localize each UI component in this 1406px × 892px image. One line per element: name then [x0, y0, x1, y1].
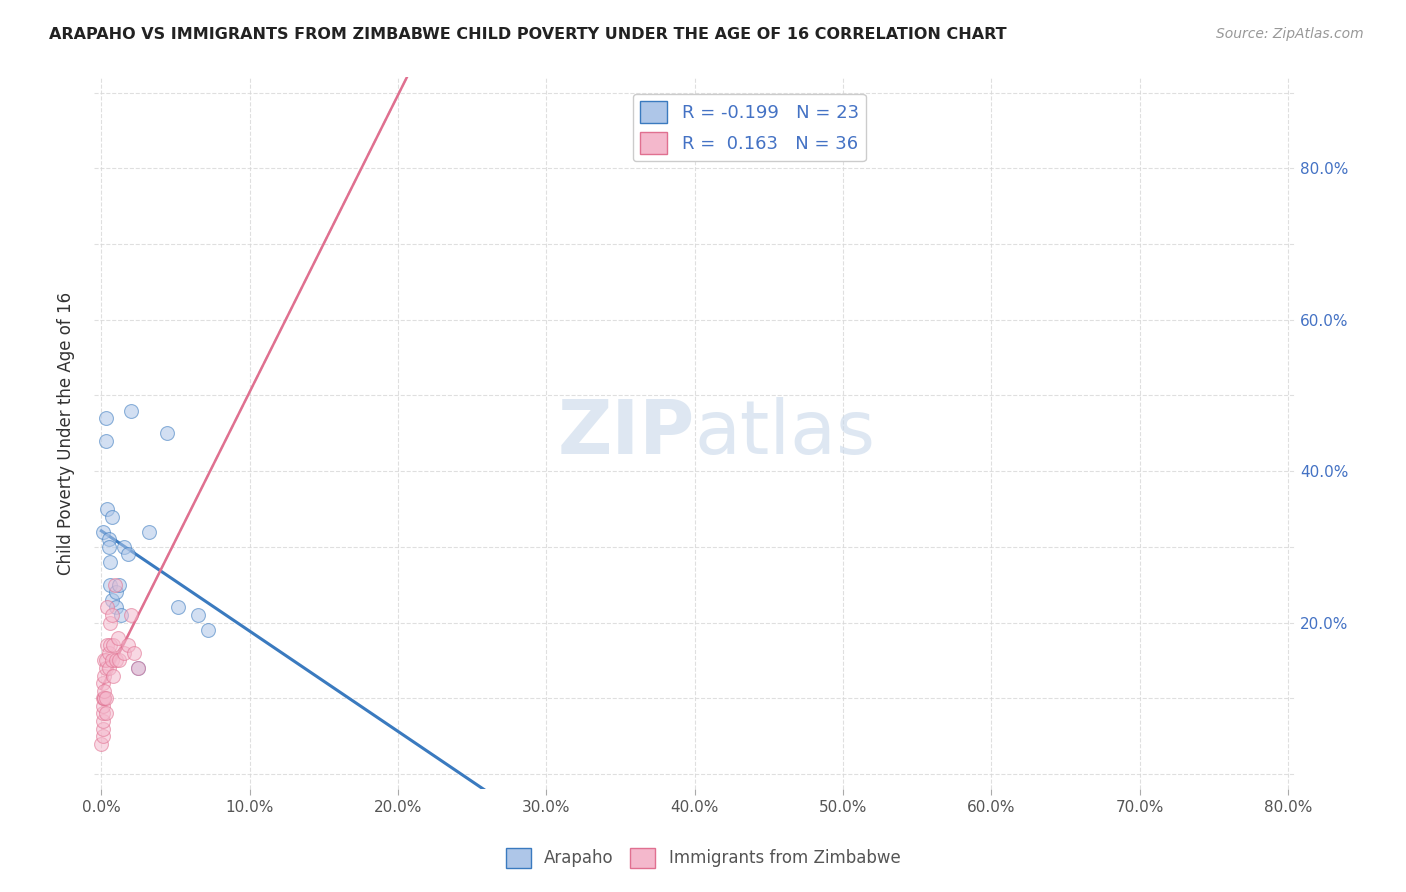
- Point: [105, 585, 128, 599]
- Text: ZIP: ZIP: [557, 397, 695, 470]
- Point: [197, 623, 219, 637]
- Point: [107, 631, 129, 645]
- Point: [93, 668, 115, 682]
- Point: [167, 600, 190, 615]
- Point: [105, 653, 128, 667]
- Point: [91, 676, 114, 690]
- Point: [97, 540, 120, 554]
- Point: [91, 691, 114, 706]
- Y-axis label: Child Poverty Under the Age of 16: Child Poverty Under the Age of 16: [58, 292, 75, 574]
- Point: [187, 607, 209, 622]
- Point: [110, 607, 132, 622]
- Point: [94, 661, 117, 675]
- Legend: R = -0.199   N = 23, R =  0.163   N = 36: R = -0.199 N = 23, R = 0.163 N = 36: [633, 94, 866, 161]
- Point: [98, 578, 121, 592]
- Point: [156, 426, 179, 441]
- Point: [97, 646, 120, 660]
- Point: [112, 646, 135, 660]
- Point: [122, 646, 145, 660]
- Point: [98, 555, 121, 569]
- Point: [96, 502, 118, 516]
- Point: [97, 533, 120, 547]
- Point: [93, 691, 115, 706]
- Point: [94, 434, 117, 448]
- Point: [91, 698, 114, 713]
- Point: [96, 600, 118, 615]
- Point: [94, 411, 117, 425]
- Point: [94, 691, 117, 706]
- Point: [127, 661, 149, 675]
- Point: [91, 706, 114, 721]
- Point: [104, 578, 127, 592]
- Point: [108, 578, 131, 592]
- Point: [93, 691, 115, 706]
- Point: [98, 638, 121, 652]
- Point: [91, 524, 114, 539]
- Point: [112, 540, 135, 554]
- Point: [100, 592, 122, 607]
- Point: [103, 638, 125, 652]
- Legend: Arapaho, Immigrants from Zimbabwe: Arapaho, Immigrants from Zimbabwe: [499, 841, 907, 875]
- Point: [100, 653, 122, 667]
- Point: [120, 607, 142, 622]
- Point: [96, 638, 118, 652]
- Point: [94, 706, 117, 721]
- Point: [108, 653, 131, 667]
- Point: [98, 615, 121, 630]
- Point: [105, 600, 128, 615]
- Text: atlas: atlas: [695, 397, 876, 470]
- Point: [94, 653, 117, 667]
- Point: [120, 403, 142, 417]
- Text: ARAPAHO VS IMMIGRANTS FROM ZIMBABWE CHILD POVERTY UNDER THE AGE OF 16 CORRELATIO: ARAPAHO VS IMMIGRANTS FROM ZIMBABWE CHIL…: [49, 27, 1007, 42]
- Text: Source: ZipAtlas.com: Source: ZipAtlas.com: [1216, 27, 1364, 41]
- Point: [127, 661, 149, 675]
- Point: [100, 509, 122, 524]
- Point: [93, 653, 115, 667]
- Point: [91, 714, 114, 728]
- Point: [97, 661, 120, 675]
- Point: [90, 737, 112, 751]
- Point: [91, 722, 114, 736]
- Point: [91, 729, 114, 743]
- Point: [103, 668, 125, 682]
- Point: [117, 548, 139, 562]
- Point: [117, 638, 139, 652]
- Point: [138, 524, 160, 539]
- Point: [100, 607, 122, 622]
- Point: [93, 683, 115, 698]
